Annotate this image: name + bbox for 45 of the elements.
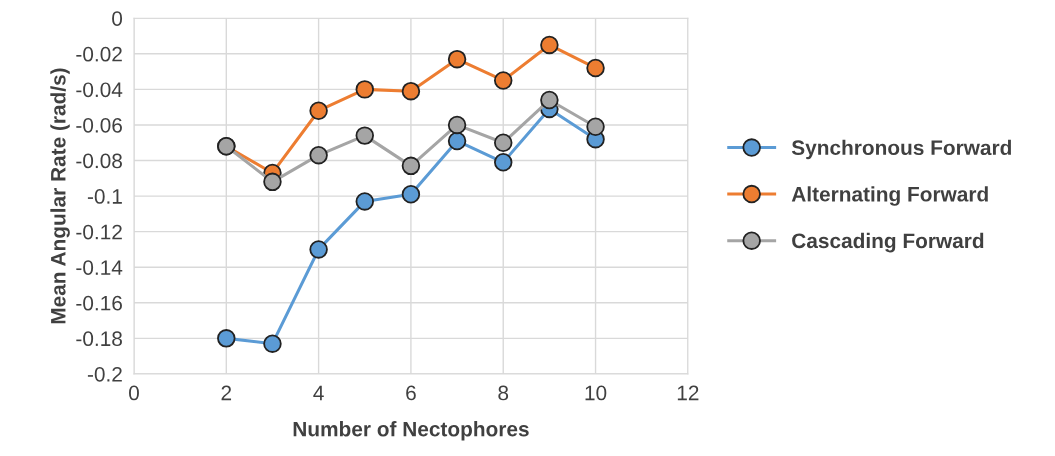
point xyxy=(586,58,605,78)
y-tick-label: -0.02 xyxy=(76,46,122,62)
y-tick-label: -0.06 xyxy=(76,117,122,133)
x-axis-title: Number of Nectophores xyxy=(293,421,529,441)
point xyxy=(401,156,421,176)
y-tick-label: -0.2 xyxy=(87,366,122,382)
x-tick-label: 10 xyxy=(585,385,607,401)
y-tick-label: -0.04 xyxy=(76,82,123,98)
point xyxy=(493,133,513,152)
point xyxy=(540,35,559,55)
point xyxy=(309,240,328,259)
y-tick-label: 0 xyxy=(112,11,123,26)
y-tick-label: -0.08 xyxy=(76,153,122,169)
point xyxy=(540,90,559,110)
point xyxy=(263,334,282,353)
point xyxy=(447,115,467,135)
x-tick-label: 4 xyxy=(313,385,324,401)
legend-label: Synchronous Forward xyxy=(791,139,1011,160)
point xyxy=(263,172,282,192)
point xyxy=(309,145,328,165)
point xyxy=(493,71,513,90)
point xyxy=(217,329,236,348)
point xyxy=(309,101,328,120)
point xyxy=(355,80,375,99)
y-tick-label: -0.18 xyxy=(76,331,122,347)
y-tick-label: -0.16 xyxy=(76,295,122,311)
point xyxy=(493,153,513,172)
point xyxy=(447,131,467,151)
point xyxy=(355,126,375,145)
x-tick-label: 2 xyxy=(221,385,232,401)
y-axis-title: Mean Angular Rate (rad/s) xyxy=(50,68,70,324)
point xyxy=(586,117,605,136)
y-tick-label: -0.12 xyxy=(76,224,122,240)
x-tick-label: 0 xyxy=(129,385,139,401)
legend-label: Cascading Forward xyxy=(792,232,984,253)
x-tick-label: 6 xyxy=(406,385,416,401)
point xyxy=(401,185,421,204)
point xyxy=(447,49,467,69)
point xyxy=(401,81,421,101)
y-tick-label: -0.1 xyxy=(87,189,122,204)
legend-label: Alternating Forward xyxy=(791,186,988,206)
x-tick-label: 8 xyxy=(498,385,509,401)
point xyxy=(355,192,375,211)
y-tick-label: -0.14 xyxy=(76,260,123,275)
x-tick-label: 12 xyxy=(677,385,699,401)
